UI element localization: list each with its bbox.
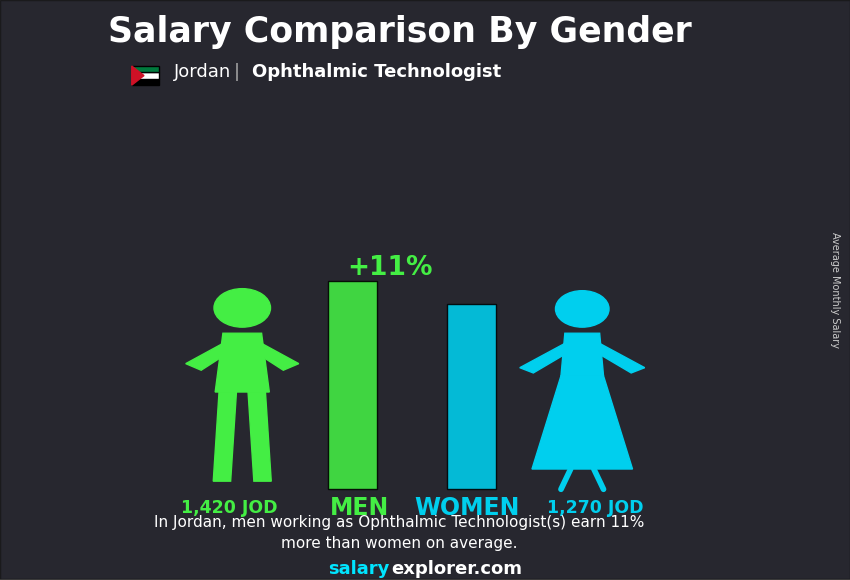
Polygon shape: [185, 343, 233, 370]
Text: In Jordan, men working as Ophthalmic Technologist(s) earn 11%: In Jordan, men working as Ophthalmic Tec…: [155, 515, 644, 530]
Text: Ophthalmic Technologist: Ophthalmic Technologist: [252, 63, 501, 81]
FancyBboxPatch shape: [132, 72, 159, 79]
Polygon shape: [590, 343, 644, 373]
Text: salary: salary: [328, 560, 389, 578]
Polygon shape: [215, 334, 269, 392]
Polygon shape: [519, 343, 575, 373]
Polygon shape: [532, 376, 632, 469]
Polygon shape: [132, 66, 144, 85]
Text: 1,270 JOD: 1,270 JOD: [547, 499, 643, 517]
Polygon shape: [213, 392, 236, 481]
Text: +11%: +11%: [348, 255, 433, 281]
Text: |: |: [233, 63, 240, 81]
Polygon shape: [252, 343, 299, 370]
FancyBboxPatch shape: [132, 66, 159, 72]
Ellipse shape: [556, 291, 609, 327]
Text: Average Monthly Salary: Average Monthly Salary: [830, 231, 840, 347]
Text: Jordan: Jordan: [174, 63, 231, 81]
FancyBboxPatch shape: [447, 304, 496, 490]
Polygon shape: [248, 392, 271, 481]
Text: more than women on average.: more than women on average.: [281, 536, 518, 550]
Text: 1,420 JOD: 1,420 JOD: [181, 499, 278, 517]
Text: MEN: MEN: [330, 496, 389, 520]
Polygon shape: [561, 334, 604, 376]
Text: explorer.com: explorer.com: [391, 560, 522, 578]
Text: Salary Comparison By Gender: Salary Comparison By Gender: [108, 15, 691, 49]
Text: WOMEN: WOMEN: [414, 496, 519, 520]
FancyBboxPatch shape: [132, 79, 159, 85]
FancyBboxPatch shape: [328, 281, 377, 490]
Ellipse shape: [214, 289, 270, 327]
